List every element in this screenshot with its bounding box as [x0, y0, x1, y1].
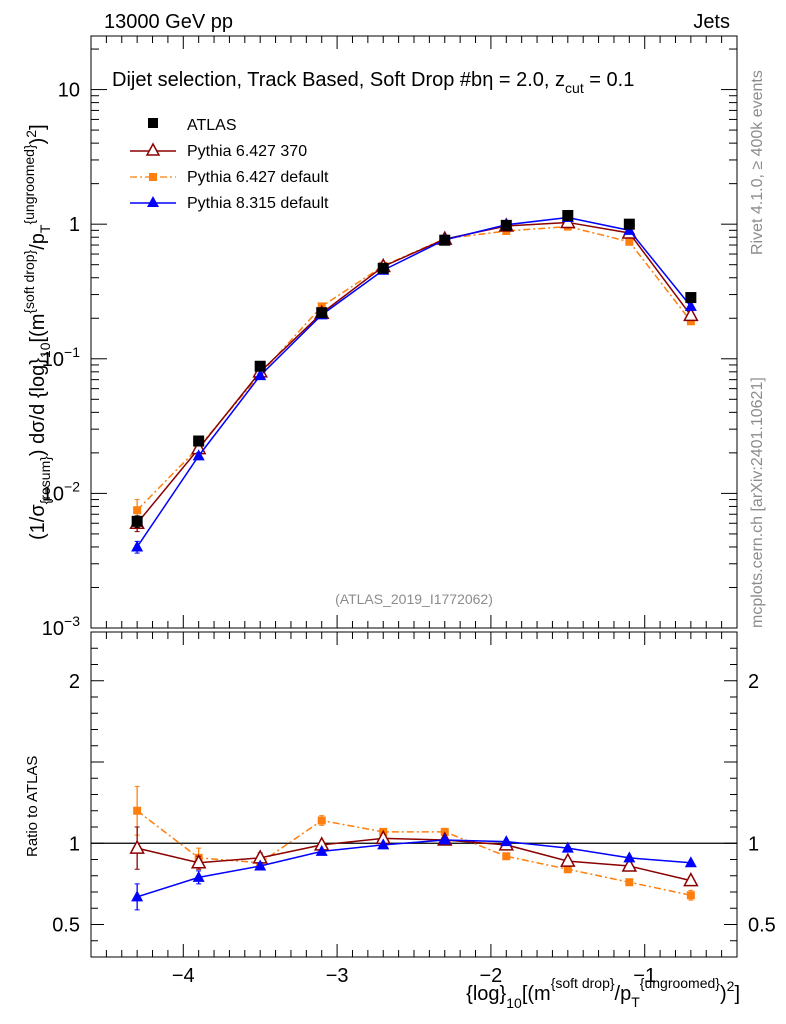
data-point — [685, 292, 697, 304]
ratio-series-line — [136, 810, 692, 896]
legend-entry-pythia6-default: Pythia 6.427 default — [130, 169, 329, 186]
x-tick-label: −1 — [633, 965, 656, 987]
data-point — [377, 262, 389, 274]
ratio-point — [129, 839, 145, 854]
y-axis-label-ratio: Ratio to ATLAS — [24, 756, 41, 857]
ratio-point — [684, 856, 697, 868]
energy-label: 13000 GeV pp — [104, 11, 233, 33]
ratio-point — [561, 841, 574, 853]
data-point — [562, 209, 574, 221]
data-point — [254, 360, 266, 372]
ratio-point — [190, 854, 207, 869]
ratio-series — [129, 785, 699, 911]
ratio-plot-frame — [90, 631, 738, 958]
data-point — [193, 435, 205, 447]
y-tick-label-main: 10−1 — [42, 344, 80, 371]
data-point — [316, 307, 328, 319]
legend-marker-pythia6-default — [149, 173, 157, 181]
ratio-point — [438, 833, 451, 845]
ratio-point — [500, 835, 513, 847]
ratio-point — [560, 852, 576, 867]
legend-label-atlas: ATLAS — [187, 117, 237, 134]
data-point — [684, 299, 697, 311]
series-pythia-8-315-default — [131, 211, 697, 554]
plot-title-beta: η = 2.0, z — [482, 69, 565, 91]
mcplots-label: mcplots.cern.ch [arXiv:2401.10621] — [749, 377, 766, 628]
ratio-point — [686, 891, 695, 900]
x-tick-label: −3 — [326, 965, 349, 987]
plot-title-cut-sub: cut — [565, 80, 584, 96]
ratio-point — [502, 852, 511, 861]
main-series — [129, 209, 699, 554]
data-point — [439, 234, 451, 246]
ratio-point — [683, 872, 699, 887]
series-atlas — [131, 209, 697, 528]
legend-marker-atlas — [148, 118, 158, 128]
main-axes: 10−3 10−2 10−1 1 10 — [42, 36, 737, 640]
ratio-point — [133, 806, 142, 815]
legend-marker-pythia8 — [147, 196, 159, 207]
ratio-point — [254, 859, 267, 871]
ratio-point — [621, 857, 638, 872]
plot-title-cut-value: = 0.1 — [584, 69, 635, 91]
data-point — [683, 306, 699, 322]
ratio-y-tick-label-left: 0.5 — [52, 915, 80, 937]
process-label: Jets — [693, 11, 730, 33]
data-point — [192, 449, 205, 461]
ratio-y-tick-label-right: 1 — [748, 833, 759, 855]
ratio-y-tick-label-right: 0.5 — [748, 915, 776, 937]
data-point — [500, 219, 512, 231]
ratio-point — [563, 865, 572, 874]
ratio-series-pythia-8-315-default — [131, 833, 697, 911]
ratio-point — [625, 878, 634, 887]
data-point — [625, 237, 634, 246]
ratio-point — [623, 851, 636, 863]
ratio-y-tick-label-left: 2 — [69, 671, 80, 693]
ratio-point — [192, 870, 205, 882]
series-line — [136, 225, 692, 511]
ratio-y-tick-label-right: 2 — [748, 671, 759, 693]
ratio-point — [131, 890, 144, 902]
ratio-point — [317, 816, 326, 825]
y-tick-label-main: 10 — [58, 80, 80, 102]
y-tick-label-main: 10−3 — [42, 613, 80, 640]
legend-label-pythia6-default: Pythia 6.427 default — [187, 169, 329, 186]
data-point — [254, 369, 267, 381]
ratio-series-line — [136, 837, 692, 882]
series-pythia-6-427-default — [133, 222, 695, 524]
analysis-label: (ATLAS_2019_I1772062) — [335, 591, 493, 607]
legend-label-pythia8: Pythia 8.315 default — [187, 195, 329, 212]
rivet-version-label: Rivet 4.1.0, ≥ 400k events — [749, 70, 766, 255]
legend-entry-pythia8: Pythia 8.315 default — [130, 195, 329, 212]
x-axis-label: {log}10[(m{soft drop}/pT{ungroomed})2] — [466, 975, 740, 1011]
y-tick-label-main: 1 — [69, 214, 80, 236]
data-point — [131, 515, 143, 527]
plot-title-main: Dijet selection, Track Based, Soft Drop … — [112, 69, 482, 91]
legend-label-pythia6-370: Pythia 6.427 370 — [187, 143, 307, 160]
plot-title: Dijet selection, Track Based, Soft Drop … — [112, 69, 634, 96]
ratio-series-line — [136, 839, 691, 898]
ratio-point — [377, 838, 390, 850]
x-tick-label: −4 — [172, 965, 195, 987]
data-point — [623, 218, 635, 230]
legend: ATLAS Pythia 6.427 370 Pythia 6.427 defa… — [130, 117, 329, 212]
x-tick-label: −2 — [479, 965, 502, 987]
series-line — [136, 216, 692, 548]
legend-marker-pythia6-370 — [145, 142, 161, 156]
ratio-axes: −4 −3 −2 −1 0.5 0.5 1 1 2 2 — [52, 631, 776, 987]
series-line — [136, 221, 692, 524]
y-axis-label-main: (1/σ{resum}) dσ/d {log}10[(m{soft drop}/… — [21, 124, 53, 540]
data-point — [131, 540, 144, 552]
ratio-y-tick-label-left: 1 — [69, 833, 80, 855]
data-point — [133, 506, 142, 515]
ratio-series-pythia-6-427-370 — [129, 826, 699, 887]
data-point — [686, 317, 695, 326]
ratio-point — [315, 844, 328, 856]
series-pythia-6-427-370 — [129, 213, 699, 533]
legend-entry-pythia6-370: Pythia 6.427 370 — [130, 142, 307, 160]
y-tick-label-main: 10−2 — [42, 478, 80, 505]
legend-entry-atlas: ATLAS — [148, 117, 237, 134]
